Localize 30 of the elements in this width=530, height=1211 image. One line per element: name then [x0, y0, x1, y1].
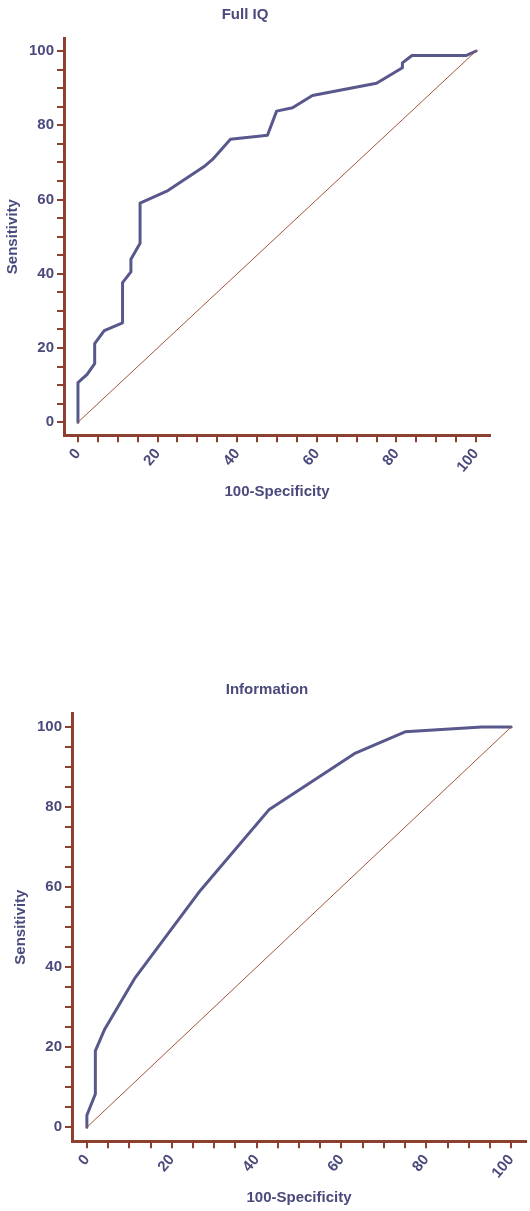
y-tick-label: 0	[53, 1117, 63, 1135]
y-tick-label: 0	[45, 412, 55, 430]
y-tick-label: 80	[37, 115, 55, 133]
y-tick-label: 20	[37, 338, 55, 356]
y-axis-title: Sensitivity	[3, 198, 21, 275]
x-tick-label: 0	[73, 1150, 93, 1169]
x-axis-title: 100-Specificity	[224, 482, 331, 500]
x-tick-label: 80	[408, 1150, 432, 1175]
chart-title: Full IQ	[221, 5, 269, 23]
x-tick-label: 20	[139, 444, 164, 469]
y-axis-title: Sensitivity	[11, 888, 29, 965]
y-tick-label: 40	[45, 957, 63, 975]
x-tick-label: 20	[153, 1150, 178, 1175]
x-tick-label: 60	[323, 1150, 347, 1175]
x-axis-title: 100-Specificity	[246, 1188, 353, 1206]
x-tick-label: 60	[298, 444, 323, 469]
x-tick-label: 100	[452, 444, 482, 475]
y-tick-label: 60	[45, 877, 63, 895]
x-tick-label: 80	[378, 444, 402, 469]
x-tick-label: 40	[238, 1150, 263, 1175]
y-tick-label: 60	[37, 189, 55, 207]
y-tick-label: 100	[29, 41, 55, 59]
chart-title: Information	[225, 680, 309, 698]
y-tick-label: 20	[45, 1037, 63, 1055]
y-tick-label: 80	[45, 797, 63, 815]
x-tick-label: 0	[65, 444, 84, 463]
y-tick-label: 40	[37, 263, 55, 281]
x-tick-label: 100	[487, 1150, 517, 1181]
x-tick-label: 40	[218, 444, 243, 469]
y-tick-label: 100	[37, 717, 63, 735]
